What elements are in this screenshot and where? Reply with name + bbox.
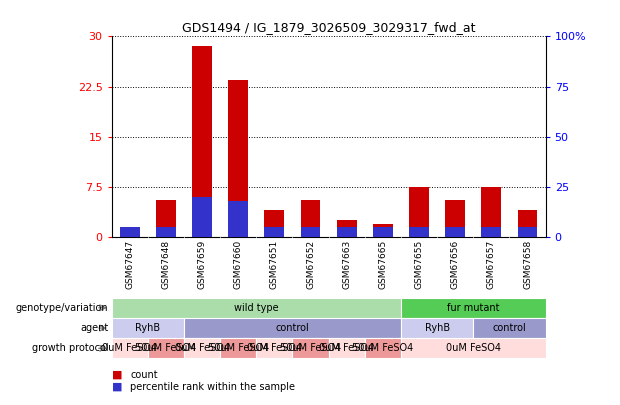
Text: 0uM FeSO4: 0uM FeSO4: [174, 343, 229, 353]
Text: RyhB: RyhB: [425, 323, 450, 333]
Bar: [112, 298, 401, 318]
Bar: [192, 47, 212, 237]
Text: GSM67656: GSM67656: [451, 240, 459, 289]
Bar: [192, 197, 212, 237]
Bar: [365, 338, 401, 358]
Text: genotype/variation: genotype/variation: [16, 303, 108, 313]
Text: GSM67665: GSM67665: [378, 240, 388, 289]
Bar: [120, 229, 140, 237]
Bar: [184, 318, 401, 338]
Bar: [148, 338, 184, 358]
Bar: [184, 338, 220, 358]
Text: GSM67652: GSM67652: [306, 240, 315, 289]
Text: 50uM FeSO4: 50uM FeSO4: [352, 343, 414, 353]
Text: 50uM FeSO4: 50uM FeSO4: [208, 343, 269, 353]
Text: GSM67655: GSM67655: [415, 240, 423, 289]
Bar: [228, 80, 248, 237]
Bar: [156, 227, 176, 237]
Text: 0uM FeSO4: 0uM FeSO4: [446, 343, 501, 353]
Bar: [156, 200, 176, 237]
Bar: [481, 227, 502, 237]
Bar: [518, 227, 538, 237]
Bar: [264, 210, 285, 237]
Text: percentile rank within the sample: percentile rank within the sample: [130, 382, 295, 392]
Bar: [220, 338, 256, 358]
Bar: [264, 227, 285, 237]
Title: GDS1494 / IG_1879_3026509_3029317_fwd_at: GDS1494 / IG_1879_3026509_3029317_fwd_at: [182, 21, 476, 34]
Text: 0uM FeSO4: 0uM FeSO4: [102, 343, 157, 353]
Text: GSM67648: GSM67648: [161, 240, 171, 289]
Bar: [445, 227, 465, 237]
Text: GSM67651: GSM67651: [270, 240, 279, 289]
Bar: [401, 318, 473, 338]
Text: control: control: [492, 323, 526, 333]
Bar: [445, 200, 465, 237]
Text: growth protocol: growth protocol: [32, 343, 108, 353]
Bar: [409, 187, 429, 237]
Bar: [518, 210, 538, 237]
Text: 50uM FeSO4: 50uM FeSO4: [135, 343, 197, 353]
Text: GSM67660: GSM67660: [234, 240, 242, 289]
Text: 0uM FeSO4: 0uM FeSO4: [247, 343, 302, 353]
Bar: [337, 227, 356, 237]
Bar: [329, 338, 365, 358]
Text: wild type: wild type: [234, 303, 278, 313]
Text: RyhB: RyhB: [135, 323, 161, 333]
Bar: [301, 200, 321, 237]
Text: ■: ■: [112, 370, 122, 379]
Text: agent: agent: [80, 323, 108, 333]
Bar: [228, 201, 248, 237]
Text: 50uM FeSO4: 50uM FeSO4: [280, 343, 341, 353]
Text: GSM67657: GSM67657: [487, 240, 496, 289]
Text: fur mutant: fur mutant: [447, 303, 500, 313]
Text: ■: ■: [112, 382, 122, 392]
Bar: [401, 338, 546, 358]
Text: GSM67647: GSM67647: [125, 240, 134, 289]
Bar: [481, 187, 502, 237]
Bar: [409, 227, 429, 237]
Bar: [120, 227, 140, 237]
Text: GSM67659: GSM67659: [198, 240, 206, 289]
Bar: [112, 338, 148, 358]
Bar: [373, 224, 393, 237]
Bar: [337, 220, 356, 237]
Text: GSM67663: GSM67663: [342, 240, 351, 289]
Bar: [293, 338, 329, 358]
Bar: [473, 318, 546, 338]
Bar: [401, 298, 546, 318]
Text: GSM67658: GSM67658: [523, 240, 532, 289]
Bar: [112, 318, 184, 338]
Text: 0uM FeSO4: 0uM FeSO4: [319, 343, 374, 353]
Text: control: control: [275, 323, 309, 333]
Bar: [301, 227, 321, 237]
Bar: [256, 338, 293, 358]
Text: count: count: [130, 370, 158, 379]
Bar: [373, 227, 393, 237]
